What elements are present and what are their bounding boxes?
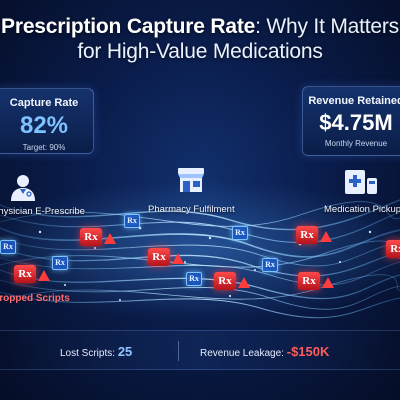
capture-rate-target: Target: 90% — [22, 143, 66, 152]
warning-icon — [320, 231, 332, 242]
warning-icon — [322, 277, 334, 288]
dropped-scripts-label: Dropped Scripts — [0, 293, 70, 304]
title-main: Prescription Capture Rate — [1, 15, 256, 38]
pharmacy-icon — [178, 168, 204, 192]
warning-icon — [238, 277, 250, 288]
page-title: Prescription Capture Rate: Why It Matter… — [0, 14, 400, 64]
title-line2: for High-Value Medications — [77, 40, 323, 63]
revenue-retained-card: Revenue Retained $4.75M Monthly Revenue — [302, 86, 400, 156]
capture-rate-card: Capture Rate 82% Target: 90% — [0, 88, 94, 154]
title-rest: : Why It Matters — [255, 15, 399, 38]
summary-bar: Lost Scripts: 25 Revenue Leakage: -$150K — [0, 330, 400, 370]
revenue-leakage-value: -$150K — [286, 344, 330, 359]
warning-icon — [172, 253, 184, 264]
revenue-retained-value: $4.75M — [319, 110, 393, 135]
physician-icon — [11, 175, 35, 201]
flowing-rx-badge: Rx — [52, 256, 68, 270]
dropped-rx-badge: Rx — [80, 228, 102, 246]
stage-label-pharmacy: Pharmacy Fulfilment — [148, 204, 235, 215]
revenue-retained-label: Revenue Retained — [308, 95, 400, 107]
flowing-rx-badge: Rx — [0, 240, 16, 254]
capture-rate-label: Capture Rate — [9, 97, 79, 109]
lost-scripts-label: Lost Scripts: — [60, 348, 116, 359]
dropped-rx-badge: Rx — [14, 265, 36, 283]
flowing-rx-badge: Rx — [124, 214, 140, 228]
stage-label-physician: Physician E-Prescribe — [0, 206, 85, 217]
flowing-rx-badge: Rx — [262, 258, 278, 272]
dropped-rx-badge: Rx — [298, 272, 320, 290]
lost-scripts-value: 25 — [117, 344, 133, 359]
dropped-rx-badge: Rx — [296, 226, 318, 244]
lost-scripts-stat: Lost Scripts: 25 — [60, 344, 132, 359]
dropped-rx-badge: Rx — [386, 240, 400, 258]
revenue-leakage-label: Revenue Leakage: — [200, 348, 284, 359]
capture-rate-value: 82% — [19, 112, 69, 139]
flowing-rx-badge: Rx — [232, 226, 248, 240]
stage-label-pickup: Medication Pickup — [324, 204, 400, 215]
warning-icon — [104, 233, 116, 244]
medication-pickup-icon — [345, 170, 377, 194]
dropped-rx-badge: Rx — [214, 272, 236, 290]
flowing-rx-badge: Rx — [186, 272, 202, 286]
revenue-leakage-stat: Revenue Leakage: -$150K — [200, 344, 329, 359]
dropped-rx-badge: Rx — [148, 248, 170, 266]
warning-icon — [38, 270, 50, 281]
revenue-retained-sub: Monthly Revenue — [324, 139, 388, 148]
summary-divider — [178, 341, 179, 361]
